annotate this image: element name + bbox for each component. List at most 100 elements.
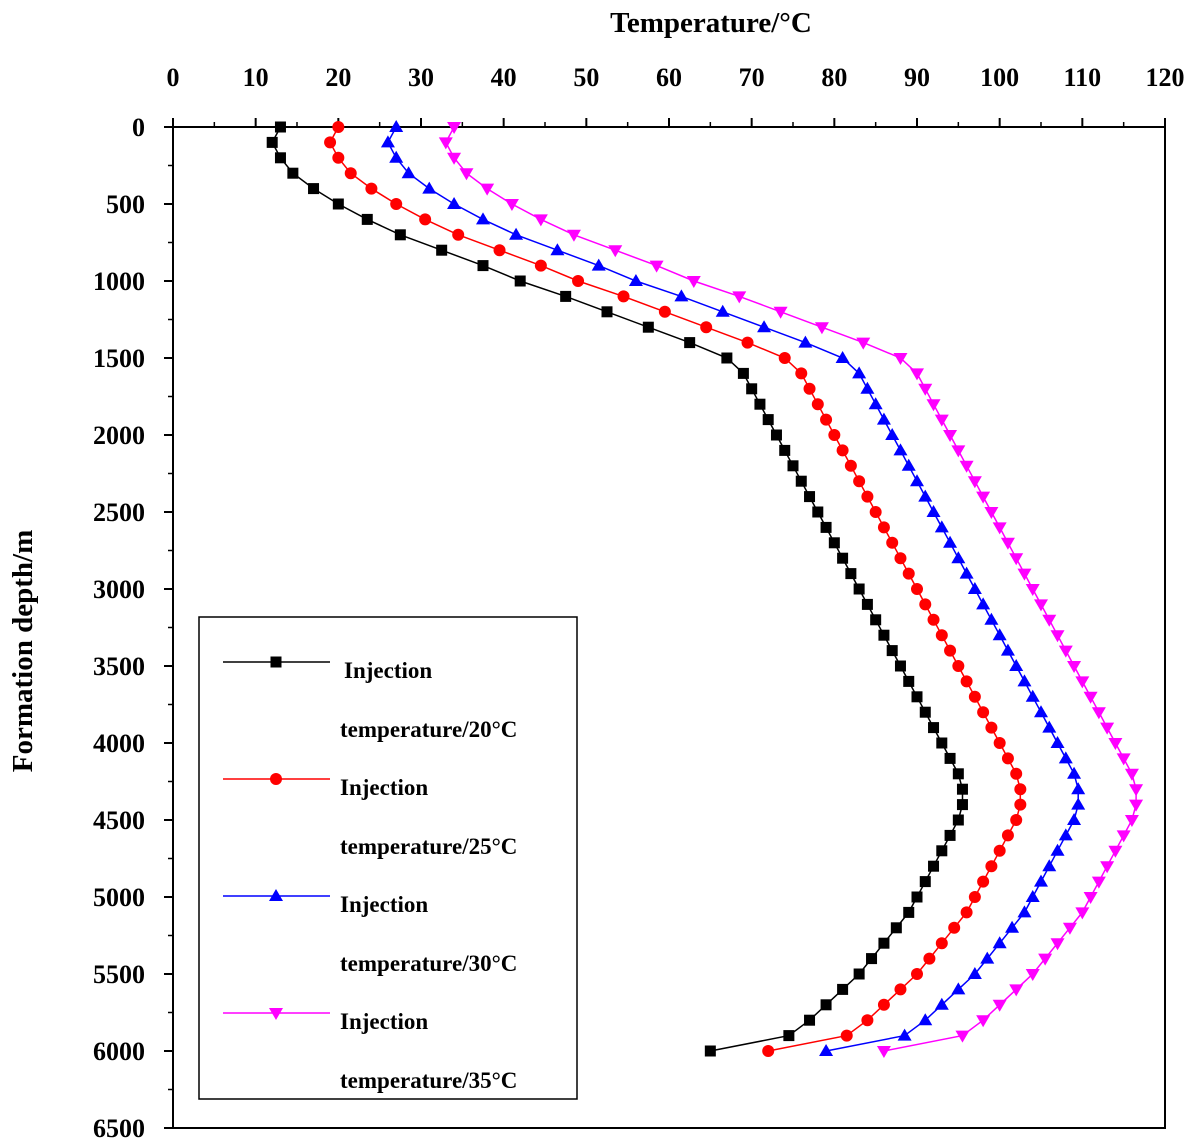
data-point	[504, 199, 519, 211]
x-tick-label: 110	[1064, 63, 1102, 92]
data-point	[308, 183, 320, 195]
data-point	[1124, 815, 1139, 827]
data-point	[287, 167, 299, 179]
series-3	[380, 120, 1086, 1056]
data-point	[951, 445, 966, 458]
data-point	[533, 214, 548, 227]
data-point	[389, 150, 404, 163]
data-point	[762, 1045, 775, 1057]
data-point	[447, 197, 462, 209]
data-point	[1091, 707, 1106, 720]
data-point	[911, 968, 923, 980]
data-point	[649, 260, 664, 273]
data-point	[380, 135, 395, 148]
series-2	[324, 121, 1027, 1057]
data-point	[984, 507, 999, 519]
data-point	[894, 552, 907, 565]
data-point	[324, 136, 337, 149]
series-4	[438, 122, 1144, 1058]
data-point	[903, 675, 915, 687]
data-point	[968, 690, 981, 703]
legend-label-line2: temperature/30°C	[340, 951, 517, 976]
data-point	[438, 137, 453, 150]
x-tick-label: 80	[821, 63, 847, 92]
legend-swatch-marker	[269, 889, 283, 901]
data-point	[948, 921, 961, 934]
data-point	[985, 860, 998, 873]
data-point	[1050, 736, 1065, 748]
data-point	[910, 474, 924, 487]
data-point	[980, 951, 995, 964]
data-point	[968, 891, 981, 903]
data-point	[1009, 984, 1024, 997]
y-tick-label: 1000	[93, 267, 145, 296]
data-point	[1091, 876, 1106, 889]
data-point	[591, 258, 606, 271]
data-point	[422, 181, 437, 194]
data-point	[911, 891, 923, 903]
data-point	[952, 814, 964, 826]
x-tick-label: 40	[491, 63, 517, 92]
data-point	[1071, 782, 1086, 795]
data-point	[811, 398, 824, 411]
data-point	[601, 306, 613, 318]
data-point	[686, 276, 701, 288]
x-axis-title: Temperature/°C	[610, 7, 812, 39]
data-point	[936, 737, 948, 749]
data-point	[762, 414, 774, 426]
data-point	[779, 444, 791, 456]
data-point	[1014, 798, 1027, 811]
data-point	[1058, 645, 1073, 658]
data-point	[365, 182, 378, 195]
data-point	[798, 335, 813, 348]
axes: 0 10 20 30 40 50 60 70 80 90 100 110 120 0 500 1000 1500…	[93, 63, 1185, 1143]
data-point	[684, 337, 696, 349]
data-point	[1042, 614, 1057, 627]
data-point	[1124, 768, 1139, 781]
x-tick-label: 30	[408, 63, 434, 92]
data-point	[819, 1044, 834, 1056]
data-point	[332, 198, 344, 210]
legend-swatch-marker	[270, 773, 282, 785]
data-point	[877, 521, 890, 534]
data-point	[1058, 828, 1073, 841]
data-point	[1116, 753, 1131, 766]
data-point	[1050, 630, 1065, 643]
data-point	[894, 983, 907, 996]
series-layer	[266, 120, 1144, 1058]
data-point	[893, 443, 908, 456]
data-point	[876, 1046, 891, 1058]
data-point	[389, 120, 404, 132]
data-point	[447, 122, 462, 134]
data-point	[828, 429, 841, 441]
data-point	[1067, 813, 1082, 825]
y-axis-title: Formation depth/m	[7, 530, 39, 772]
data-point	[845, 568, 857, 580]
y-tick-label: 500	[106, 190, 145, 219]
data-point	[944, 644, 957, 657]
legend-label-line2: temperature/20°C	[340, 717, 517, 742]
data-point	[935, 937, 948, 950]
data-point	[344, 167, 357, 180]
data-point	[1108, 845, 1123, 858]
data-point	[919, 598, 932, 611]
data-point	[390, 198, 403, 210]
data-point	[534, 259, 547, 272]
data-point	[919, 876, 931, 888]
data-point	[1017, 674, 1032, 687]
data-point	[844, 459, 857, 472]
data-point	[452, 228, 465, 241]
data-point	[885, 428, 900, 440]
data-point	[332, 151, 345, 164]
data-point	[861, 1014, 874, 1027]
data-point	[572, 275, 585, 287]
data-point	[566, 229, 581, 242]
data-point	[992, 522, 1007, 535]
legend-label-line1: Injection	[340, 892, 428, 917]
data-point	[944, 752, 956, 764]
data-point	[783, 1030, 795, 1042]
data-point	[956, 783, 968, 795]
data-point	[911, 583, 923, 595]
data-point	[550, 243, 565, 256]
x-tick-label: 60	[656, 63, 682, 92]
